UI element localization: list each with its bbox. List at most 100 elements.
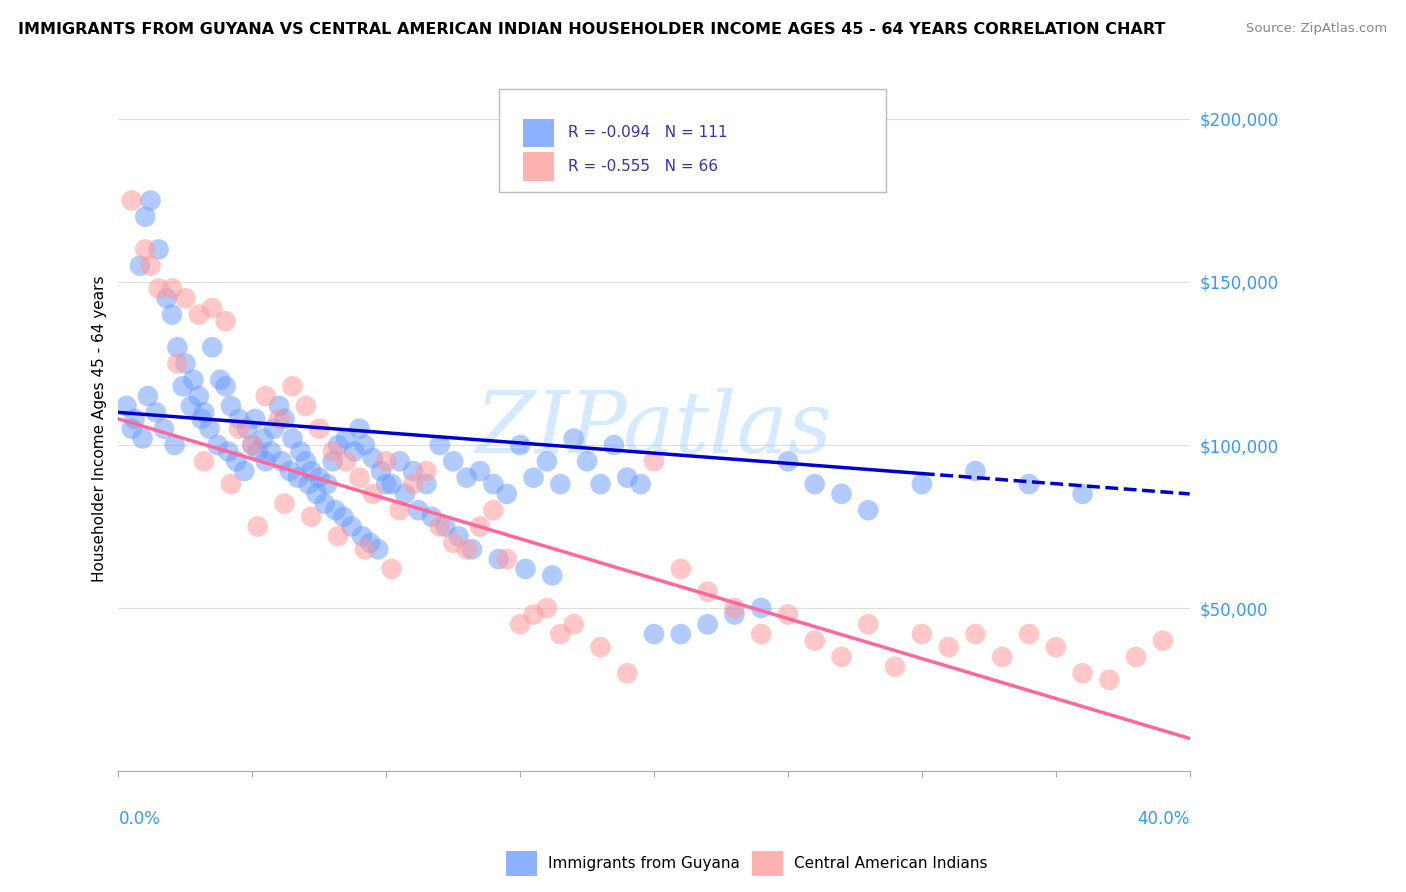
Point xyxy=(260,444,283,458)
Point xyxy=(589,477,612,491)
Text: R = -0.555   N = 66: R = -0.555 N = 66 xyxy=(568,159,718,174)
Point xyxy=(131,432,153,446)
Point xyxy=(447,529,470,543)
Point xyxy=(536,454,558,468)
Point xyxy=(550,477,572,491)
Point xyxy=(616,666,638,681)
Point xyxy=(349,470,371,484)
Point xyxy=(1045,640,1067,655)
Point xyxy=(776,454,799,468)
Point xyxy=(359,536,381,550)
Point xyxy=(381,562,404,576)
Point xyxy=(1071,666,1094,681)
Point xyxy=(174,291,197,305)
Point xyxy=(139,194,162,208)
Point xyxy=(240,438,263,452)
Point xyxy=(273,497,295,511)
Point xyxy=(441,454,464,468)
Point xyxy=(246,444,269,458)
Point xyxy=(273,412,295,426)
Point xyxy=(139,259,162,273)
Point xyxy=(522,607,544,622)
Point xyxy=(252,432,274,446)
Point xyxy=(441,536,464,550)
Point xyxy=(156,291,179,305)
Point xyxy=(536,601,558,615)
Point xyxy=(172,379,194,393)
Point xyxy=(456,470,478,484)
Point xyxy=(335,432,357,446)
Point xyxy=(305,487,328,501)
Point xyxy=(308,422,330,436)
Point xyxy=(1071,487,1094,501)
Point xyxy=(643,454,665,468)
Text: ZIPatlas: ZIPatlas xyxy=(475,387,832,470)
Text: Source: ZipAtlas.com: Source: ZipAtlas.com xyxy=(1247,22,1388,36)
Point xyxy=(335,454,357,468)
Point xyxy=(911,477,934,491)
Point xyxy=(669,627,692,641)
Point xyxy=(128,259,150,273)
Point xyxy=(134,243,156,257)
Point xyxy=(225,454,247,468)
Point xyxy=(367,542,389,557)
Point xyxy=(562,617,585,632)
Point xyxy=(269,412,291,426)
Point xyxy=(394,487,416,501)
Point xyxy=(669,562,692,576)
Point xyxy=(163,438,186,452)
Point xyxy=(136,389,159,403)
Point xyxy=(482,477,505,491)
Point xyxy=(121,422,143,436)
Point xyxy=(187,389,209,403)
Point xyxy=(696,617,718,632)
Point xyxy=(965,464,987,478)
Point xyxy=(153,422,176,436)
Text: 0.0%: 0.0% xyxy=(118,810,160,828)
Point xyxy=(938,640,960,655)
Point xyxy=(281,432,304,446)
Point xyxy=(236,422,259,436)
Point xyxy=(201,340,224,354)
Point xyxy=(263,422,285,436)
Point xyxy=(429,438,451,452)
Point xyxy=(174,357,197,371)
Point xyxy=(214,314,236,328)
Point xyxy=(1152,633,1174,648)
Point xyxy=(402,477,425,491)
Point xyxy=(349,422,371,436)
Point xyxy=(180,399,202,413)
Point xyxy=(616,470,638,484)
Point xyxy=(429,519,451,533)
Point xyxy=(456,542,478,557)
Point xyxy=(550,627,572,641)
Point xyxy=(207,438,229,452)
Point xyxy=(461,542,484,557)
Point xyxy=(124,412,146,426)
Point xyxy=(831,649,853,664)
Point xyxy=(388,454,411,468)
Point xyxy=(576,454,599,468)
Point xyxy=(246,519,269,533)
Point xyxy=(361,451,384,466)
Point xyxy=(269,399,291,413)
Point xyxy=(495,487,517,501)
Point xyxy=(343,444,366,458)
Point xyxy=(183,373,205,387)
Point xyxy=(1125,649,1147,664)
Point xyxy=(370,464,392,478)
Point xyxy=(965,627,987,641)
Point xyxy=(415,477,437,491)
Point xyxy=(314,497,336,511)
Point xyxy=(297,477,319,491)
Point xyxy=(290,444,312,458)
Point xyxy=(308,470,330,484)
Point xyxy=(420,509,443,524)
Point xyxy=(228,412,250,426)
Point xyxy=(408,503,430,517)
Point xyxy=(803,477,825,491)
Point xyxy=(911,627,934,641)
Point xyxy=(991,649,1014,664)
Point xyxy=(332,509,354,524)
Point xyxy=(509,438,531,452)
